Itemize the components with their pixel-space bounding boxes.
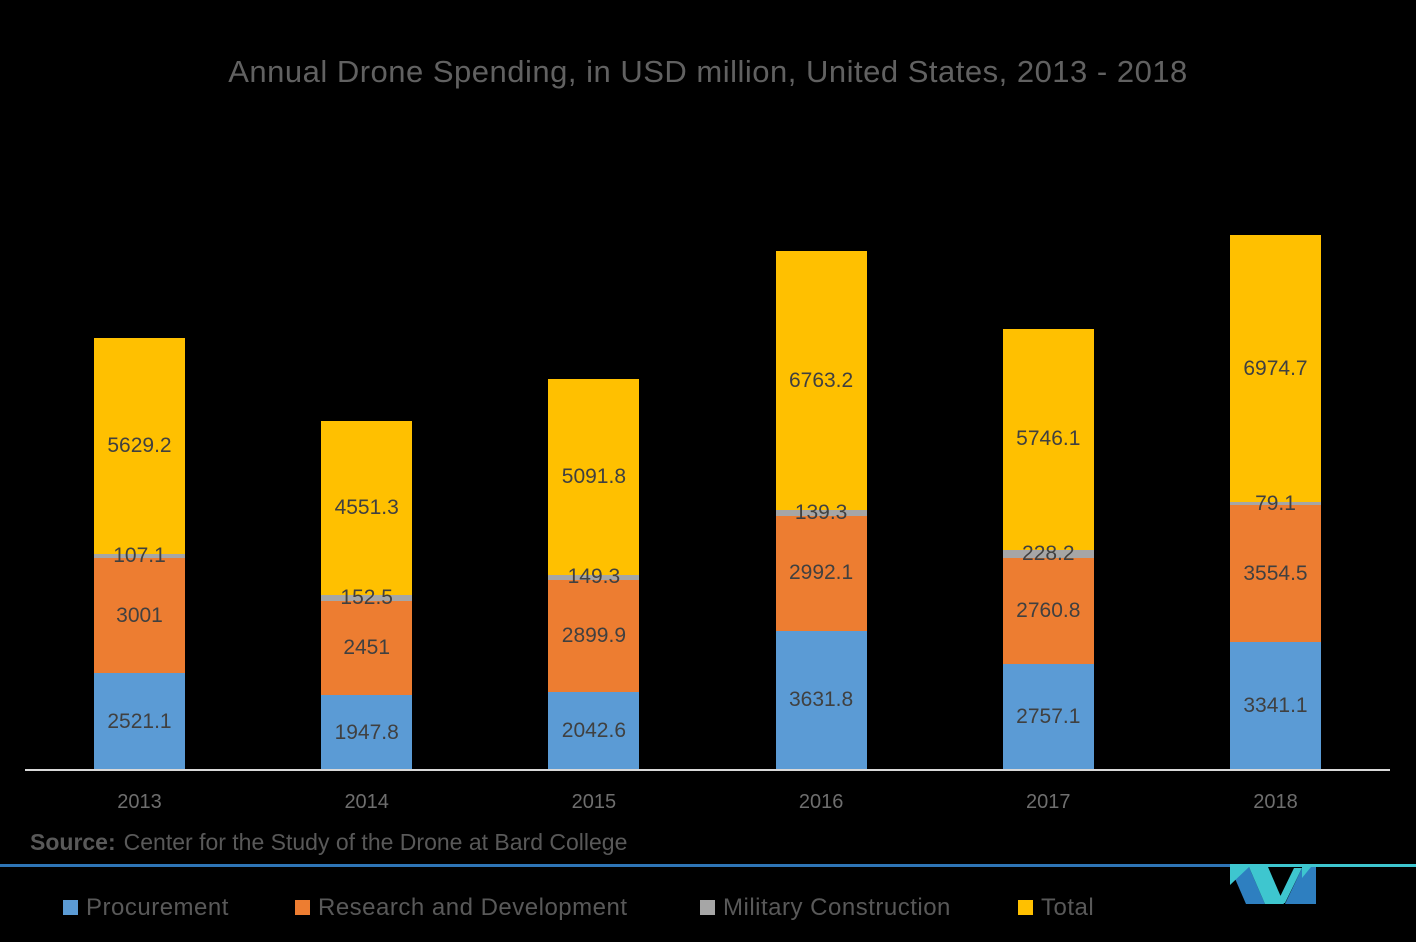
bar-segment-2016-total [775,250,867,511]
footer-rule-right [1316,864,1416,867]
bar-value-label-2013-research-and-development: 3001 [116,603,163,627]
bar-value-label-2018-total: 6974.7 [1243,356,1308,380]
bar-value-label-2013-total: 5629.2 [107,434,172,457]
bar-value-label-2017-procurement: 2757.1 [1016,705,1081,729]
bar-value-label-2017-total: 5746.1 [1016,427,1081,451]
legend-label-military-construction: Military Construction [723,894,951,921]
bar-segment-2014-procurement [321,695,413,770]
x-axis-label-2013: 2013 [117,791,162,813]
bar-segment-2015-research-and-development [548,580,640,692]
x-axis-label-2018: 2018 [1253,791,1298,813]
bar-segment-2017-total [1002,329,1094,550]
bar-value-label-2016-total: 6763.2 [788,368,854,392]
chart-title: Annual Drone Spending, in USD million, U… [228,54,1188,89]
bar-value-label-2014-procurement: 1947.8 [334,720,399,744]
bar-value-label-2014-research-and-development: 2451 [343,636,391,660]
bar-value-label-2017-military-construction: 228.2 [1022,541,1075,565]
legend-label-research-and-development: Research and Development [318,894,628,921]
bar-value-label-2018-procurement: 3341.1 [1243,693,1308,717]
bar-segment-2018-military-construction [1230,502,1321,506]
legend-swatch-research-and-development [295,900,310,915]
bar-segment-2016-research-and-development [775,515,867,631]
x-axis-label-2015: 2015 [571,791,617,813]
bar-segment-2018-research-and-development [1230,505,1321,642]
bar-segment-2013-total [94,338,185,554]
bar-value-label-2015-research-and-development: 2899.9 [561,623,626,647]
bar-value-label-2016-military-construction: 139.3 [794,501,848,525]
bar-segment-2015-total [548,379,640,575]
bar-segment-2017-procurement [1002,664,1094,770]
bar-segment-2018-total [1230,234,1321,503]
bar-value-label-2015-total: 5091.8 [561,464,626,488]
bar-segment-2014-military-construction [321,595,413,602]
bar-segment-2013-procurement [94,673,185,770]
bar-segment-2015-military-construction [548,574,640,581]
legend-label-procurement: Procurement [86,894,229,921]
legend-swatch-procurement [63,900,78,915]
bar-segment-2014-total [321,420,413,596]
legend-label-total: Total [1041,894,1095,921]
bar-segment-2017-military-construction [1002,549,1094,559]
bar-value-label-2018-research-and-development: 3554.5 [1243,561,1308,585]
legend-swatch-total [1018,900,1033,915]
source-label: Source: [30,829,116,855]
bar-segment-2013-military-construction [94,554,185,559]
bar-value-label-2018-military-construction: 79.1 [1255,491,1296,515]
x-axis-label-2014: 2014 [344,791,389,813]
source-text: Center for the Study of the Drone at Bar… [123,829,628,855]
mordor-intelligence-logo [1230,864,1316,904]
bar-value-label-2015-procurement: 2042.6 [561,718,626,742]
footer-rule-left [0,864,1230,867]
bar-value-label-2016-procurement: 3631.8 [788,688,854,712]
bar-segment-2018-procurement [1230,641,1321,770]
bar-value-label-2013-military-construction: 107.1 [113,544,166,568]
bar-segment-2016-procurement [775,630,867,770]
bar-value-label-2014-total: 4551.3 [334,496,399,520]
bar-segment-2016-military-construction [775,510,867,516]
legend-swatch-military-construction [700,900,715,915]
bar-segment-2013-research-and-development [94,558,185,674]
bar-segment-2017-research-and-development [1002,558,1094,665]
x-axis-label-2016: 2016 [798,791,844,813]
bar-segment-2015-procurement [548,691,640,770]
bar-value-label-2013-procurement: 2521.1 [107,709,172,733]
source-note: Source: Center for the Study of the Drone… [30,829,627,856]
x-axis-label-2017: 2017 [1026,791,1071,813]
bar-value-label-2017-research-and-development: 2760.8 [1016,599,1081,623]
bar-value-label-2015-military-construction: 149.3 [567,565,621,589]
bar-segment-2014-research-and-development [321,601,413,696]
bar-value-label-2016-research-and-development: 2992.1 [788,561,854,585]
x-axis-line [25,769,1390,771]
bar-value-label-2014-military-construction: 152.5 [340,586,393,610]
